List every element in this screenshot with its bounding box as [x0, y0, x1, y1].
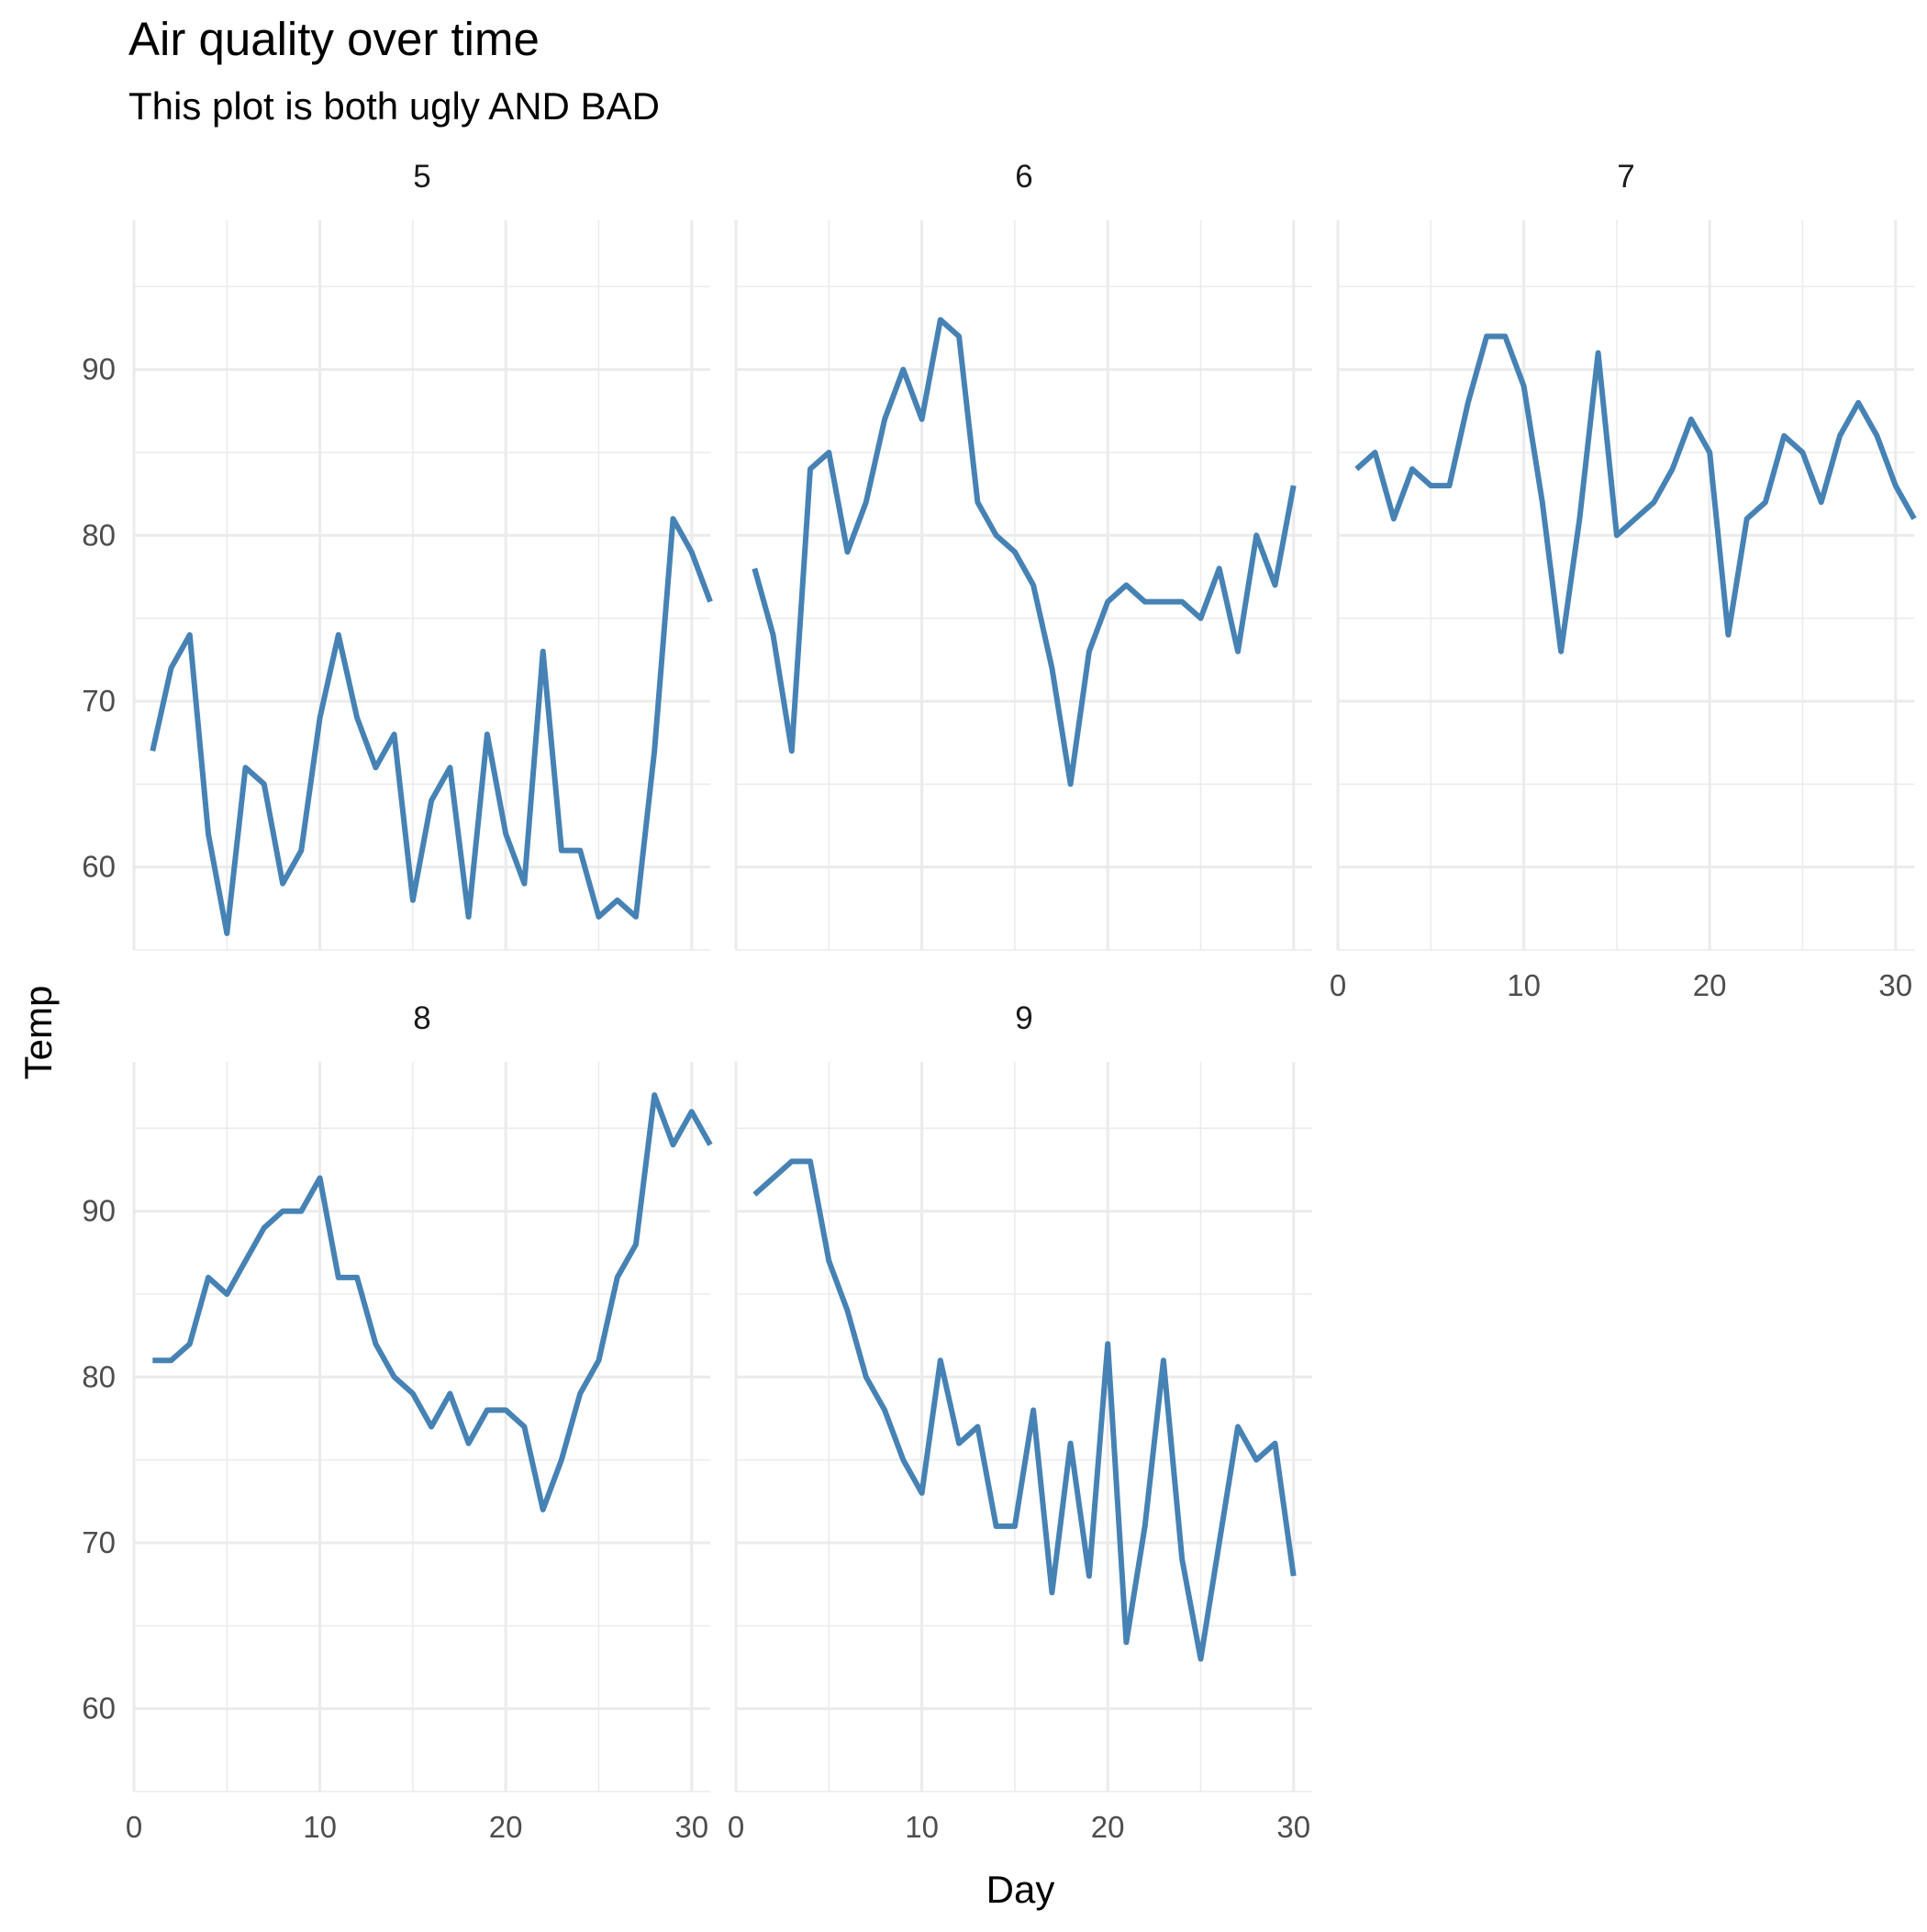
y-axis-title: Temp	[17, 986, 60, 1080]
facet-strip-label: 9	[1015, 1000, 1032, 1036]
temp-series-line	[1354, 333, 1917, 654]
facet-panel-5: 5 60 70 80 90	[82, 159, 713, 951]
facet-strip-label: 7	[1617, 159, 1634, 195]
temp-series-line	[752, 1158, 1297, 1662]
x-tick-label: 0	[1330, 968, 1346, 1002]
facet-panel-6: 6	[734, 159, 1312, 951]
x-tick-label: 30	[1276, 1810, 1310, 1844]
temp-series-line	[152, 1092, 713, 1513]
y-tick-label: 90	[82, 1194, 116, 1228]
chart-title: Air quality over time	[128, 13, 540, 65]
y-tick-label: 80	[82, 518, 116, 552]
facet-panel-7: 7 0 10 20 30	[1330, 159, 1917, 1002]
x-tick-label: 30	[674, 1810, 708, 1844]
temp-series-line	[150, 516, 713, 936]
y-tick-label: 60	[82, 850, 116, 884]
y-tick-label: 70	[82, 684, 116, 718]
x-tick-label: 0	[728, 1810, 744, 1844]
x-tick-label: 20	[1693, 968, 1727, 1002]
chart-subtitle: This plot is both ugly AND BAD	[128, 84, 660, 128]
facet-strip-label: 8	[413, 1000, 430, 1036]
y-tick-label: 60	[82, 1692, 116, 1725]
facet-strip-label: 5	[413, 159, 430, 195]
facet-panel-8: 8 60 70 80 90 0 10 20 30	[82, 1000, 713, 1844]
facet-strip-label: 6	[1015, 159, 1032, 195]
x-tick-label: 10	[1507, 968, 1541, 1002]
x-tick-label: 20	[489, 1810, 523, 1844]
facet-panel-9: 9 0 10 20 30	[728, 1000, 1312, 1844]
x-tick-label: 30	[1878, 968, 1912, 1002]
x-tick-label: 20	[1091, 1810, 1125, 1844]
y-tick-label: 90	[82, 352, 116, 386]
x-tick-label: 10	[905, 1810, 939, 1844]
y-tick-label: 70	[82, 1525, 116, 1559]
x-tick-label: 10	[303, 1810, 337, 1844]
x-axis-title: Day	[986, 1868, 1055, 1911]
temp-series-line	[752, 317, 1297, 787]
x-tick-label: 0	[126, 1810, 142, 1844]
y-tick-label: 80	[82, 1359, 116, 1393]
